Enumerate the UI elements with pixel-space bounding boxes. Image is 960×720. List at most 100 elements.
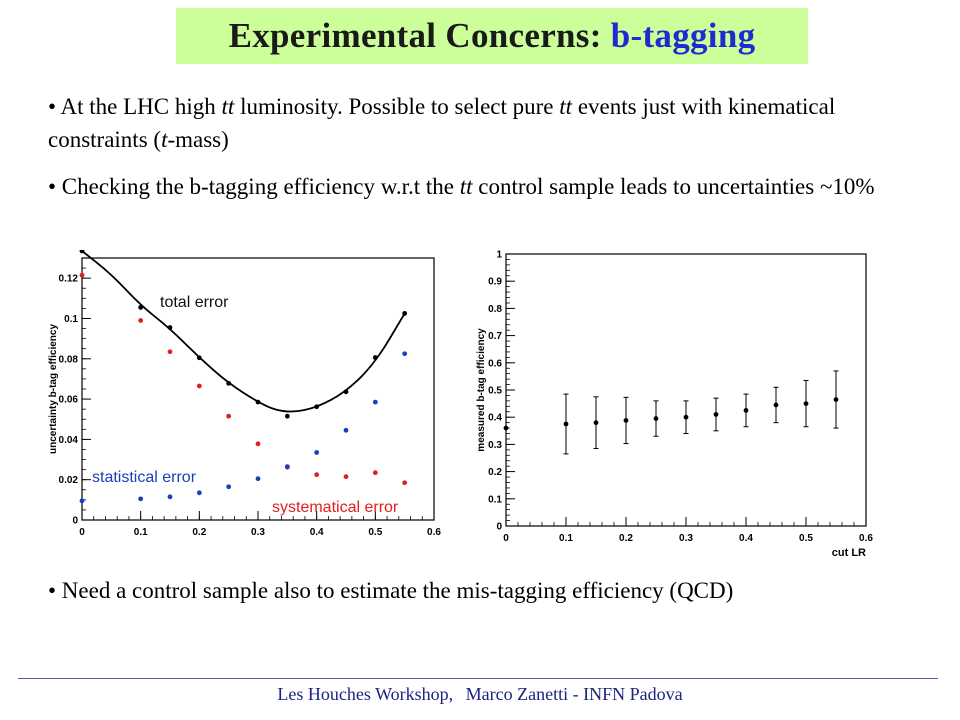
data-point bbox=[773, 402, 779, 408]
y-tick-label: 1 bbox=[496, 250, 502, 261]
y-axis-label: measured b-tag efficiency bbox=[476, 328, 487, 452]
data-point bbox=[79, 272, 85, 278]
data-point bbox=[683, 414, 689, 420]
data-point bbox=[314, 404, 320, 410]
bullet-text-run: luminosity. Possible to select pure bbox=[234, 94, 560, 119]
annotation-total-error: total error bbox=[160, 294, 229, 311]
y-tick-label: 0.1 bbox=[488, 494, 502, 505]
data-point bbox=[196, 490, 202, 496]
x-tick-label: 0.1 bbox=[134, 527, 148, 538]
data-point bbox=[196, 355, 202, 361]
footer: Les Houches Workshop, Marco Zanetti - IN… bbox=[0, 684, 960, 705]
data-point bbox=[226, 380, 232, 386]
y-tick-label: 0.04 bbox=[59, 435, 79, 446]
y-tick-label: 0 bbox=[496, 522, 502, 533]
bullet-text-run: • Checking the b-tagging efficiency w.r.… bbox=[48, 174, 460, 199]
bullet-text-run: t bbox=[161, 127, 168, 152]
data-point bbox=[79, 498, 85, 504]
data-point bbox=[372, 355, 378, 360]
y-tick-label: 0.08 bbox=[59, 354, 79, 365]
data-point bbox=[402, 311, 408, 316]
data-point bbox=[138, 496, 144, 502]
y-tick-label: 0.6 bbox=[488, 358, 502, 369]
x-tick-label: 0 bbox=[79, 527, 85, 538]
annotation-statistical-error: statistical error bbox=[92, 469, 197, 486]
y-tick-label: 0.3 bbox=[488, 440, 502, 451]
data-point bbox=[743, 408, 749, 413]
data-point bbox=[79, 248, 85, 254]
x-tick-label: 0.5 bbox=[368, 527, 382, 538]
data-point bbox=[343, 389, 349, 395]
annotation-systematical-error: systematical error bbox=[272, 499, 399, 516]
data-point bbox=[343, 427, 349, 433]
bullet-3: • Need a control sample also to estimate… bbox=[48, 574, 928, 607]
bullet-text-run: tt bbox=[221, 94, 235, 119]
x-axis-label: cut LR bbox=[832, 547, 866, 556]
y-tick-label: 0.02 bbox=[59, 475, 79, 486]
data-point bbox=[653, 416, 659, 421]
slide-title: Experimental Concerns: b-tagging bbox=[229, 16, 756, 56]
footer-author: Marco Zanetti - INFN Padova bbox=[465, 684, 683, 704]
bullet-text-run: control sample leads to uncertainties ~1… bbox=[472, 174, 875, 199]
efficiency-plot: 0 0.1 0.2 0.3 0.4 0.5 0.6 0 0.1 0.2 0.3 0.4 0.5 0.6 0.… bbox=[472, 246, 892, 561]
bullet-text-run: tt bbox=[559, 94, 573, 119]
footer-event: Les Houches Workshop, bbox=[277, 684, 454, 704]
bullet-text-run: • At the LHC high bbox=[48, 94, 222, 119]
y-tick-label: 0.2 bbox=[488, 467, 502, 478]
bullet-text-run: events just with kinematical constraints… bbox=[48, 94, 836, 152]
x-tick-label: 0.2 bbox=[619, 533, 633, 544]
data-point bbox=[226, 484, 232, 490]
data-point bbox=[372, 470, 378, 476]
data-point bbox=[196, 383, 202, 389]
data-point bbox=[284, 464, 290, 469]
bullet-1: • At the LHC high tt luminosity. Possibl… bbox=[48, 90, 928, 156]
data-point bbox=[803, 401, 809, 406]
data-point bbox=[255, 399, 261, 405]
data-point bbox=[503, 425, 509, 431]
x-tick-label: 0.6 bbox=[859, 533, 873, 544]
y-tick-label: 0.06 bbox=[59, 395, 79, 406]
bullet-2: • Checking the b-tagging efficiency w.r.… bbox=[48, 170, 928, 203]
data-point bbox=[138, 304, 144, 310]
x-tick-label: 0.4 bbox=[739, 533, 753, 544]
bullet-text-run: • Need a control sample also to estimate… bbox=[48, 578, 734, 603]
data-point bbox=[255, 441, 261, 447]
data-point bbox=[167, 325, 173, 330]
y-tick-label: 0.8 bbox=[488, 304, 502, 315]
data-point bbox=[138, 318, 144, 323]
data-point bbox=[167, 494, 173, 500]
x-tick-label: 0.5 bbox=[799, 533, 813, 544]
data-point bbox=[314, 450, 320, 455]
data-point bbox=[402, 480, 408, 486]
uncertainty-chart: 0 0.1 0.2 0.3 0.4 0.5 0.6 0 0.02 0.04 0.06 0.08 0.1 0… bbox=[48, 248, 441, 538]
title-banner: Experimental Concerns: b-tagging bbox=[176, 8, 808, 64]
footer-divider bbox=[18, 678, 938, 679]
title-prefix: Experimental Concerns: bbox=[228, 16, 602, 55]
y-tick-label: 0.5 bbox=[488, 386, 502, 397]
data-point bbox=[284, 413, 290, 419]
data-point bbox=[255, 476, 261, 482]
y-tick-label: 0.7 bbox=[488, 331, 502, 342]
efficiency-chart: 0 0.1 0.2 0.3 0.4 0.5 0.6 0 0.1 0.2 0.3 0.4 0.5 0.6 0.… bbox=[476, 250, 873, 560]
data-point bbox=[623, 418, 629, 423]
x-tick-label: 0.6 bbox=[427, 527, 441, 538]
data-point bbox=[402, 351, 408, 357]
x-tick-label: 0 bbox=[503, 533, 509, 544]
plot-frame bbox=[505, 253, 867, 527]
uncertainty-plot: 0 0.1 0.2 0.3 0.4 0.5 0.6 0 0.02 0.04 0.06 0.08 0.1 0… bbox=[40, 248, 450, 555]
bullet-text-run: -mass) bbox=[167, 127, 229, 152]
y-tick-label: 0.1 bbox=[64, 314, 78, 325]
data-point bbox=[833, 397, 839, 402]
x-tick-label: 0.3 bbox=[251, 527, 265, 538]
x-tick-label: 0.2 bbox=[192, 527, 206, 538]
data-point bbox=[226, 413, 232, 419]
x-tick-label: 0.1 bbox=[559, 533, 573, 544]
data-point bbox=[713, 412, 719, 417]
y-tick-label: 0.9 bbox=[488, 277, 502, 288]
data-point bbox=[593, 420, 599, 426]
title-accent: b-tagging bbox=[610, 16, 756, 55]
data-point bbox=[167, 349, 173, 355]
data-point bbox=[563, 421, 569, 427]
y-tick-label: 0.12 bbox=[59, 274, 79, 285]
total-error-fit-curve bbox=[81, 250, 406, 413]
